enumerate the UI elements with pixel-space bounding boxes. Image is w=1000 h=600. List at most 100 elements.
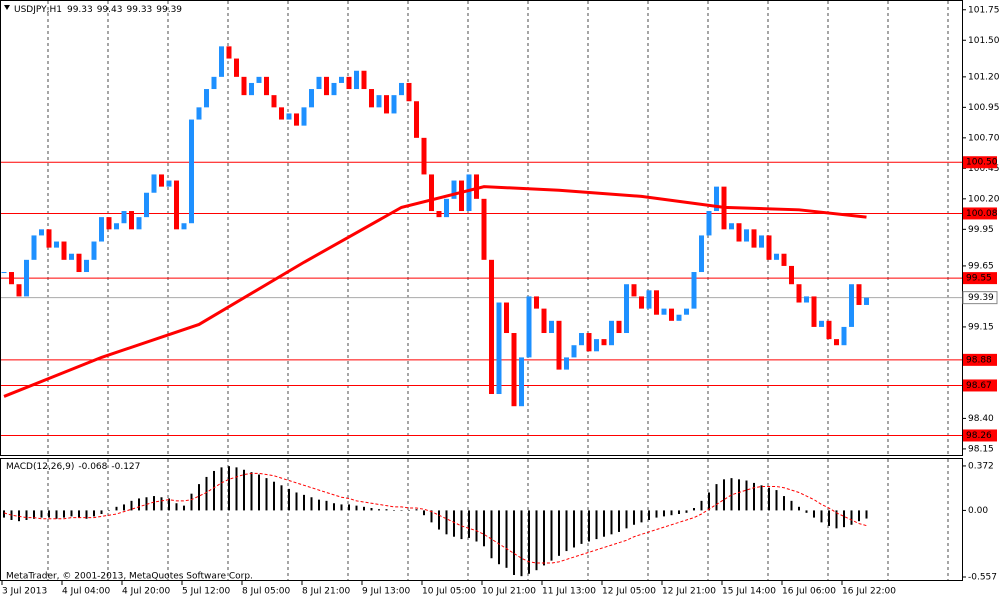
macd-bar: [475, 510, 478, 542]
candle: [624, 284, 629, 334]
macd-bar: [813, 510, 815, 518]
candle: [84, 259, 89, 273]
macd-bar: [513, 510, 515, 575]
macd-bar: [400, 510, 403, 511]
candle: [354, 70, 359, 90]
macd-bar: [85, 510, 88, 519]
y-tick-label: 99.15: [968, 322, 994, 332]
candle: [256, 76, 262, 83]
macd-bar: [820, 510, 823, 523]
candle: [796, 284, 802, 303]
macd-bar: [685, 510, 688, 513]
macd-bar: [490, 510, 493, 559]
y-tick-label: 101.50: [968, 36, 1000, 46]
candle: [339, 76, 344, 83]
candle: [1, 272, 7, 274]
y-tick-label: 100.70: [968, 133, 1000, 143]
macd-bar: [738, 479, 740, 511]
candle: [729, 223, 734, 230]
candle: [121, 211, 127, 224]
macd-bar: [700, 500, 703, 511]
macd-bar: [100, 510, 103, 514]
macd-bar: [48, 510, 50, 518]
candle: [136, 217, 142, 230]
macd-panel: [0, 458, 963, 581]
macd-bar: [588, 510, 590, 542]
macd-bar: [558, 510, 560, 556]
level-label: 98.88: [966, 355, 992, 365]
level-label: 98.26: [966, 431, 992, 441]
level-tag: [963, 156, 997, 169]
macd-bar: [325, 500, 328, 511]
macd-bar: [220, 467, 223, 511]
candle: [849, 284, 854, 327]
macd-bar: [678, 510, 680, 514]
macd-bar: [798, 506, 800, 511]
x-tick-label: 15 Jul 14:00: [722, 587, 776, 597]
candle: [669, 308, 674, 321]
candle: [766, 235, 772, 260]
macd-bar: [453, 510, 455, 537]
candle: [474, 174, 479, 199]
macd-bar: [663, 510, 665, 517]
macd-bar: [288, 488, 290, 511]
candle: [526, 296, 532, 358]
candle: [31, 235, 37, 260]
open: 99.33: [67, 5, 93, 15]
macd-bar: [370, 508, 373, 511]
signal-last: -0.127: [111, 462, 140, 472]
candle: [91, 241, 97, 260]
macd-bar: [40, 510, 43, 518]
candle: [676, 314, 682, 321]
macd-bar: [333, 503, 335, 511]
macd-bar: [610, 510, 613, 535]
candle: [226, 46, 232, 59]
level-tag: [963, 353, 997, 366]
price-tag: [962, 291, 998, 305]
macd-bar: [550, 510, 553, 561]
macd-bar: [775, 490, 778, 511]
macd-bar: [655, 510, 658, 518]
x-tick-label: 8 Jul 05:00: [242, 587, 291, 597]
candle: [706, 211, 712, 236]
macd-bar: [145, 497, 148, 511]
candle: [691, 272, 697, 309]
y-tick-label: 100.20: [968, 194, 1000, 204]
candle: [609, 320, 614, 346]
menu-arrow[interactable]: [4, 5, 10, 10]
candle: [421, 137, 427, 175]
level-label: 100.08: [966, 209, 998, 219]
candle: [774, 253, 779, 260]
candle: [841, 326, 847, 346]
macd-bar: [528, 510, 530, 574]
candle: [271, 95, 277, 108]
macd-bar: [858, 510, 860, 522]
macd-bar: [520, 510, 523, 577]
macd-bar: [768, 487, 770, 511]
candle: [9, 272, 14, 285]
candle: [751, 229, 757, 248]
candle: [549, 320, 554, 334]
macd-bar: [633, 510, 635, 525]
candle: [54, 241, 59, 248]
candle: [811, 296, 817, 327]
macd-bar: [25, 510, 28, 520]
candle: [406, 82, 412, 102]
macd-bar: [835, 510, 838, 529]
macd-bar: [843, 510, 845, 528]
macd-header: MACD(12,26,9) -0.068 -0.127: [6, 462, 140, 472]
macd-bar: [310, 497, 313, 511]
macd-bar: [235, 467, 238, 511]
macd-bar: [205, 476, 208, 511]
macd-y-tick-label: 0.372: [968, 461, 994, 471]
macd-name: MACD(12,26,9): [6, 462, 74, 472]
macd-bar: [408, 510, 410, 511]
macd-bar: [78, 510, 80, 518]
macd-bar: [280, 485, 283, 511]
candle: [819, 320, 824, 327]
level-tag: [963, 379, 997, 392]
macd-bar: [108, 510, 110, 511]
candle: [279, 107, 284, 120]
y-tick-label: 99.65: [968, 261, 994, 271]
macd-bar: [63, 510, 65, 518]
